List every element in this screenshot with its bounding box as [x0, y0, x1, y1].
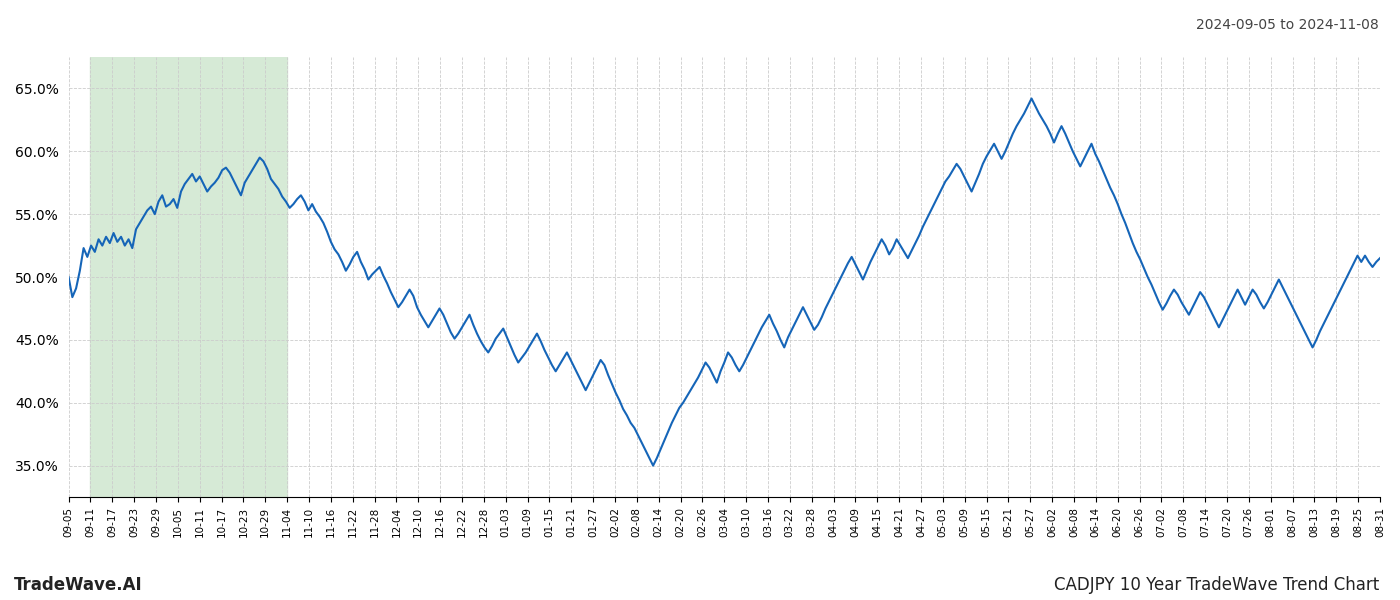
- Text: 2024-09-05 to 2024-11-08: 2024-09-05 to 2024-11-08: [1196, 18, 1379, 32]
- Text: TradeWave.AI: TradeWave.AI: [14, 576, 143, 594]
- Bar: [91, 57, 287, 497]
- Text: CADJPY 10 Year TradeWave Trend Chart: CADJPY 10 Year TradeWave Trend Chart: [1054, 576, 1379, 594]
